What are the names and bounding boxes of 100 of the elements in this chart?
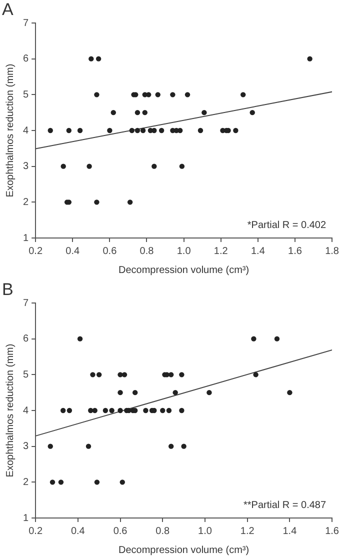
- point: [166, 408, 172, 414]
- x-tick-label: 0.2: [28, 246, 43, 257]
- point: [172, 390, 178, 396]
- point: [253, 372, 258, 378]
- point: [66, 408, 72, 414]
- point: [88, 56, 94, 62]
- y-tick-label: 4: [23, 405, 29, 416]
- point: [77, 336, 83, 342]
- x-tick-label: 1.2: [240, 526, 255, 537]
- point: [94, 92, 100, 98]
- point: [129, 128, 135, 134]
- point: [179, 164, 185, 169]
- y-tick-label: 2: [23, 196, 29, 208]
- point: [179, 408, 184, 414]
- point: [140, 128, 146, 134]
- point: [48, 128, 53, 134]
- point: [86, 164, 92, 169]
- point: [96, 56, 102, 62]
- x-tick-label: 0.6: [113, 526, 128, 537]
- x-axis-title: Decompression volume (cm³): [118, 264, 250, 276]
- y-tick-label: 7: [23, 18, 29, 29]
- y-tick-label: 6: [23, 334, 29, 345]
- point: [60, 164, 66, 169]
- point: [198, 128, 204, 134]
- point: [274, 336, 280, 342]
- y-tick-label: 6: [23, 54, 29, 65]
- x-tick-label: 1.6: [288, 246, 302, 257]
- y-tick-label: 3: [23, 161, 29, 172]
- y-tick-label: 7: [23, 298, 29, 309]
- annotation: **Partial R = 0.487: [243, 500, 326, 511]
- point: [307, 56, 312, 62]
- point: [127, 200, 133, 205]
- point: [250, 110, 255, 116]
- point: [206, 390, 212, 396]
- chart-title: A: [2, 0, 14, 20]
- point: [233, 128, 238, 134]
- y-tick-label: 3: [23, 441, 29, 452]
- point: [134, 128, 140, 134]
- point: [58, 480, 64, 485]
- annotation: *Partial R = 0.402: [247, 220, 326, 231]
- point: [122, 372, 128, 378]
- x-tick-label: 0.6: [102, 246, 118, 257]
- point: [287, 390, 292, 396]
- point: [107, 128, 112, 134]
- x-tick-label: 1.4: [250, 246, 266, 257]
- y-axis-title: Exophthalmos reduction (mm): [4, 64, 16, 198]
- y-tick-label: 5: [23, 369, 29, 380]
- y-tick-label: 5: [23, 89, 29, 100]
- point: [102, 408, 108, 414]
- x-tick-label: 0.8: [140, 246, 154, 257]
- point: [48, 444, 53, 449]
- point: [184, 92, 190, 98]
- x-tick-label: 1.6: [325, 526, 340, 537]
- point: [134, 110, 140, 116]
- chart-title: B: [2, 280, 14, 300]
- point: [90, 372, 96, 378]
- point: [202, 110, 207, 116]
- point: [179, 372, 184, 378]
- y-tick-label: 2: [23, 476, 29, 488]
- x-axis-title: Decompression volume (cm³): [118, 544, 250, 556]
- point: [109, 408, 114, 414]
- point: [60, 408, 66, 414]
- x-tick-label: 0.4: [66, 246, 80, 257]
- y-tick-label: 1: [23, 512, 29, 524]
- x-tick-label: 1.2: [214, 246, 228, 257]
- y-tick-label: 4: [23, 125, 29, 136]
- x-tick-label: 1.4: [282, 526, 298, 537]
- x-tick-label: 1.0: [176, 246, 192, 257]
- point: [240, 92, 246, 98]
- point: [146, 92, 152, 98]
- point: [110, 110, 116, 116]
- x-tick-label: 0.2: [28, 526, 43, 537]
- point: [92, 408, 98, 414]
- point: [94, 480, 100, 485]
- point: [158, 128, 164, 134]
- point: [94, 200, 100, 205]
- point: [168, 444, 174, 449]
- point: [142, 110, 148, 116]
- point: [152, 128, 157, 134]
- point: [143, 408, 148, 414]
- point: [77, 128, 83, 134]
- point: [251, 336, 256, 342]
- x-tick-label: 1.0: [198, 526, 212, 537]
- x-tick-label: 0.4: [70, 526, 86, 537]
- point: [132, 390, 138, 396]
- point: [178, 128, 183, 134]
- point: [160, 408, 166, 414]
- point: [170, 92, 176, 98]
- point: [152, 164, 157, 169]
- y-tick-label: 1: [23, 232, 29, 244]
- x-tick-label: 0.8: [156, 526, 170, 537]
- point: [181, 444, 186, 449]
- point: [96, 372, 102, 378]
- point: [168, 372, 174, 378]
- y-axis-title: Exophthalmos reduction (mm): [4, 344, 16, 478]
- point: [50, 480, 56, 485]
- point: [120, 480, 125, 485]
- point: [86, 444, 92, 449]
- x-tick-label: 1.8: [325, 246, 340, 257]
- point: [118, 390, 123, 396]
